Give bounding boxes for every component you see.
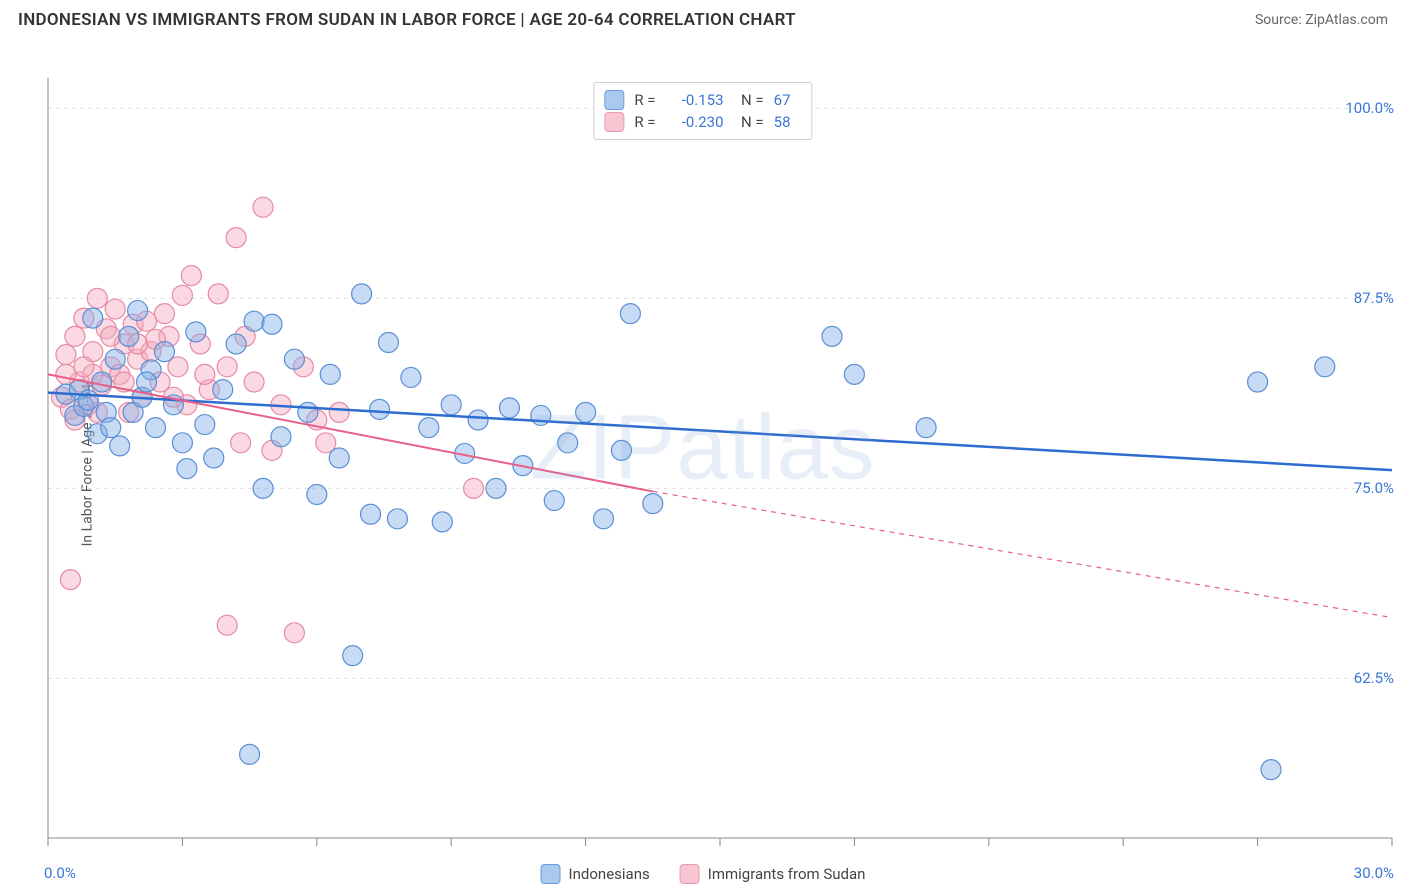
- y-tick-label: 100.0%: [1345, 99, 1394, 117]
- legend-n-label: N =: [734, 113, 764, 131]
- legend-swatch: [604, 90, 624, 110]
- legend-n-value: 67: [774, 91, 802, 109]
- legend-n-label: N =: [734, 91, 764, 109]
- y-tick-label: 62.5%: [1354, 669, 1394, 687]
- legend-swatch: [541, 864, 561, 884]
- legend-swatch: [604, 112, 624, 132]
- scatter-chart: [0, 38, 1406, 892]
- series-legend-item: Indonesians: [541, 864, 650, 884]
- correlation-legend: R = -0.153 N = 67 R = -0.230 N = 58: [593, 82, 812, 140]
- series-name: Indonesians: [569, 865, 650, 883]
- legend-r-value: -0.230: [666, 113, 724, 131]
- legend-swatch: [680, 864, 700, 884]
- source-attribution: Source: ZipAtlas.com: [1255, 12, 1388, 28]
- x-axis-start-label: 0.0%: [44, 864, 76, 882]
- series-legend: Indonesians Immigrants from Sudan: [541, 864, 866, 884]
- legend-r-label: R =: [634, 91, 655, 109]
- x-axis-end-label: 30.0%: [1354, 864, 1394, 882]
- y-tick-label: 75.0%: [1354, 479, 1394, 497]
- series-name: Immigrants from Sudan: [708, 865, 866, 883]
- legend-row: R = -0.153 N = 67: [604, 89, 801, 111]
- chart-container: In Labor Force | Age 20-64 ZIPatlas R = …: [0, 38, 1406, 892]
- legend-n-value: 58: [774, 113, 802, 131]
- legend-r-value: -0.153: [666, 91, 724, 109]
- series-legend-item: Immigrants from Sudan: [680, 864, 866, 884]
- legend-r-label: R =: [634, 113, 655, 131]
- chart-title: INDONESIAN VS IMMIGRANTS FROM SUDAN IN L…: [18, 10, 796, 30]
- y-tick-label: 87.5%: [1354, 289, 1394, 307]
- legend-row: R = -0.230 N = 58: [604, 111, 801, 133]
